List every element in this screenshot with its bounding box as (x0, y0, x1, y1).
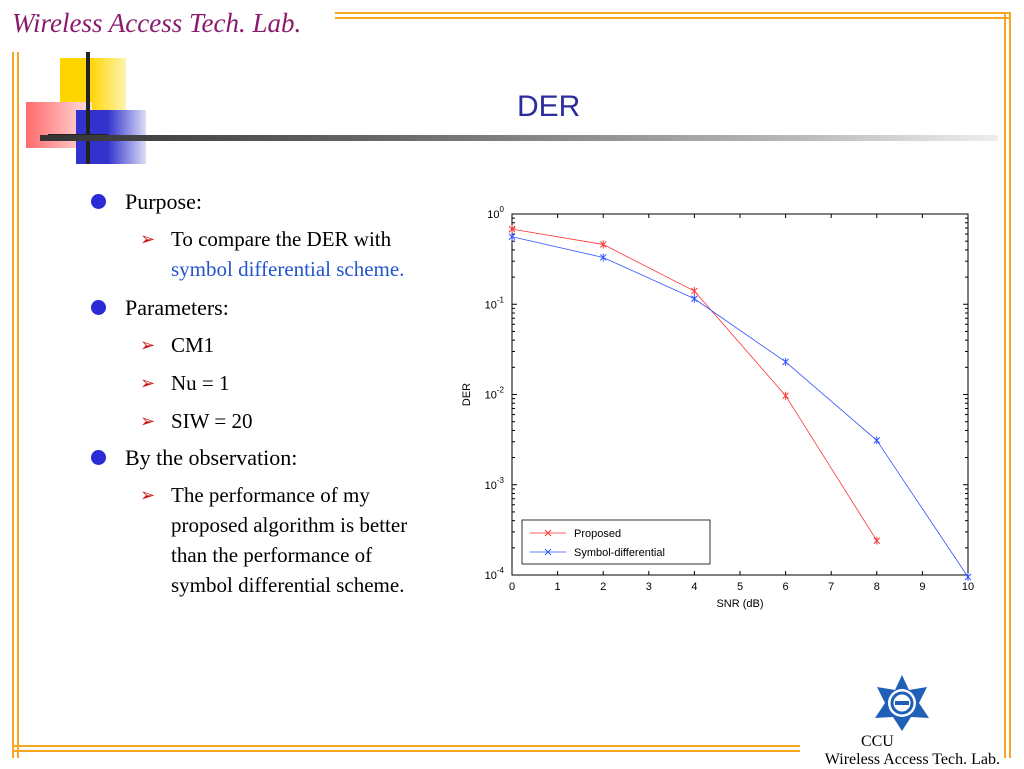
sub-bullet-text-highlight: symbol differential scheme. (171, 257, 405, 281)
data-point (599, 253, 607, 262)
frame-bottom-line-1 (12, 745, 800, 747)
legend-label: Proposed (574, 528, 621, 540)
x-tick-label: 6 (783, 581, 789, 593)
frame-left-line-1 (12, 52, 14, 758)
sub-bullet-text: SIW = 20 (171, 409, 253, 433)
sub-bullet-text: Nu = 1 (171, 371, 230, 395)
footer-org: CCU (860, 733, 894, 750)
x-tick-label: 10 (962, 581, 974, 593)
bullet-dot-icon (91, 450, 106, 465)
footer-lab: Wireless Access Tech. Lab. (824, 751, 1000, 768)
x-axis-label: SNR (dB) (716, 598, 763, 610)
data-point (964, 573, 972, 582)
bullet-label: Purpose: (125, 189, 202, 214)
vertical-bar-decoration (86, 52, 90, 164)
sub-bullet-nu: ➢ Nu = 1 (88, 368, 468, 398)
x-tick-label: 5 (737, 581, 743, 593)
y-tick-label: 10-2 (485, 386, 505, 402)
legend-marker (544, 548, 552, 556)
arrow-bullet-icon: ➢ (140, 335, 156, 355)
x-tick-label: 8 (874, 581, 880, 593)
sub-bullet-purpose: ➢ To compare the DER with symbol differe… (88, 224, 468, 284)
title-rule (40, 135, 998, 141)
bullet-purpose: Purpose: (88, 188, 468, 216)
frame-bottom-line-2 (12, 750, 800, 752)
footer-text: CCU Wireless Access Tech. Lab. (825, 733, 1000, 769)
bullet-label: By the observation: (125, 445, 298, 470)
bullet-dot-icon (91, 194, 106, 209)
frame-top-line-1 (335, 12, 1009, 14)
sub-bullet-text: To compare the DER with (171, 227, 392, 251)
frame-top-line-2 (335, 17, 1009, 19)
sub-bullet-cm: ➢ CM1 (88, 330, 468, 360)
lab-title: Wireless Access Tech. Lab. (12, 8, 302, 38)
x-tick-label: 7 (828, 581, 834, 593)
arrow-bullet-icon: ➢ (140, 411, 156, 431)
data-point (599, 240, 607, 249)
y-axis-label: DER (461, 383, 473, 406)
y-tick-label: 10-3 (485, 476, 505, 492)
y-tick-label: 10-4 (485, 566, 505, 582)
frame-left-line-2 (17, 52, 19, 758)
y-tick-label: 100 (487, 205, 504, 221)
data-point (782, 357, 789, 366)
x-tick-label: 1 (555, 581, 561, 593)
data-point (691, 294, 698, 303)
bullet-label: Parameters: (125, 295, 229, 320)
sub-bullet-observation: ➢ The performance of my proposed algorit… (88, 480, 421, 600)
legend-box (521, 519, 711, 565)
legend-label: Symbol-differential (574, 547, 665, 559)
y-tick-label: 10-1 (485, 295, 505, 311)
sub-bullet-text: CM1 (171, 333, 215, 357)
slide-title: DER (517, 90, 581, 123)
data-point (873, 536, 881, 545)
arrow-bullet-icon: ➢ (140, 485, 156, 505)
x-tick-label: 3 (646, 581, 652, 593)
data-point (508, 232, 516, 241)
arrow-bullet-icon: ➢ (140, 373, 156, 393)
x-tick-label: 9 (919, 581, 925, 593)
bullet-dot-icon (91, 300, 106, 315)
series-line-1 (511, 236, 969, 578)
bullet-list: Purpose: ➢ To compare the DER with symbo… (88, 188, 468, 608)
ccu-emblem-icon (875, 675, 929, 731)
arrow-bullet-icon: ➢ (140, 229, 156, 249)
frame-right-line-2 (1009, 12, 1011, 758)
x-tick-label: 4 (691, 581, 697, 593)
der-chart: 0 1 2 3 4 5 6 7 8 9 10 100 10-1 10-2 10-3 10-4 SNR (dB) D… (461, 205, 974, 610)
x-tick-label: 0 (509, 581, 515, 593)
sub-bullet-text: The performance of my proposed algorithm… (171, 483, 408, 597)
data-point (873, 436, 881, 445)
bullet-parameters: Parameters: (88, 294, 468, 322)
bullet-observation: By the observation: (88, 444, 468, 472)
sub-bullet-siw: ➢ SIW = 20 (88, 406, 468, 436)
x-tick-label: 2 (600, 581, 606, 593)
data-point (508, 225, 516, 234)
legend-marker (544, 529, 552, 537)
data-point (691, 287, 698, 296)
data-point (782, 391, 789, 400)
frame-right-line-1 (1004, 12, 1006, 758)
